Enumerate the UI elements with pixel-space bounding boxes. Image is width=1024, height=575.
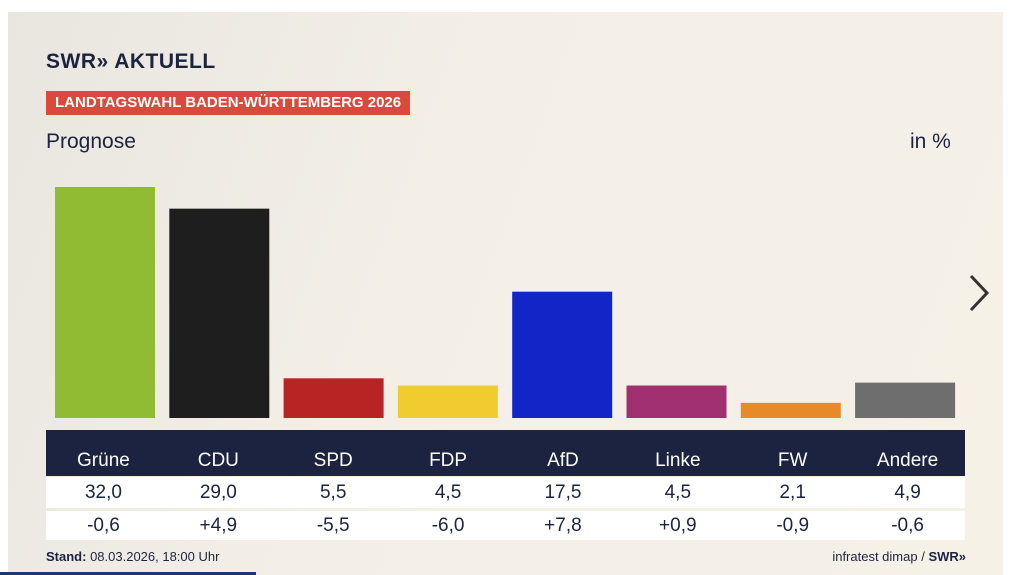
change-label: +4,9 <box>199 515 238 536</box>
change-label: -0,9 <box>776 515 810 536</box>
party-label: FW <box>777 450 808 471</box>
value-label: 4,9 <box>894 482 921 503</box>
chevron-right-icon[interactable] <box>963 270 993 316</box>
progress-line <box>0 572 256 575</box>
change-label: +0,9 <box>659 515 697 536</box>
bar-spd <box>283 378 384 418</box>
stand-value: 08.03.2026, 18:00 Uhr <box>86 549 220 564</box>
value-label: 29,0 <box>199 482 237 503</box>
party-label: Grüne <box>77 450 130 471</box>
unit-label: in % <box>910 130 951 153</box>
party-label: FDP <box>429 450 468 471</box>
change-label: -0,6 <box>891 515 924 536</box>
bar-grüne <box>55 187 155 418</box>
party-row: Grüne CDU SPD FDP AfD Linke FW Andere <box>46 430 965 476</box>
change-label: -6,0 <box>431 515 465 536</box>
source-credit: infratest dimap / SWR» <box>832 549 966 564</box>
stand-timestamp: Stand: 08.03.2026, 18:00 Uhr <box>46 549 219 564</box>
bar-fw <box>740 402 841 418</box>
bar-fdp <box>397 385 498 418</box>
chart-subtitle: Prognose <box>46 130 136 153</box>
party-label: CDU <box>197 450 239 471</box>
value-label: 32,0 <box>84 482 122 503</box>
result-row: 32,0 29,0 5,5 4,5 17,5 4,5 2,1 4,9 <box>46 477 965 508</box>
change-label: -5,5 <box>316 515 350 536</box>
party-label: Linke <box>655 450 701 471</box>
source-text: infratest dimap / <box>832 549 929 564</box>
change-label: +7,8 <box>544 515 582 536</box>
results-table: Grüne CDU SPD FDP AfD Linke FW Andere 32,0 29,0 5… <box>46 430 965 540</box>
party-label: SPD <box>313 450 353 471</box>
value-label: 2,1 <box>779 482 806 503</box>
value-label: 4,5 <box>664 482 692 503</box>
value-label: 5,5 <box>319 482 347 503</box>
party-label: Andere <box>876 450 939 471</box>
swr-aktuell-logo: SWR» AKTUELL <box>46 50 216 73</box>
value-label: 4,5 <box>434 482 462 503</box>
swr-brand: SWR» <box>928 549 966 564</box>
bar-cdu <box>169 208 270 418</box>
bar-afd <box>512 291 613 418</box>
election-banner: LANDTAGSWAHL BADEN-WÜRTTEMBERG 2026 <box>46 91 411 115</box>
stand-label: Stand: <box>46 549 87 564</box>
bar-linke <box>626 385 727 418</box>
party-label: AfD <box>547 450 579 471</box>
change-label: -0,6 <box>87 515 120 536</box>
change-row: -0,6 +4,9 -5,5 -6,0 +7,8 +0,9 -0,9 -0,6 <box>46 511 965 540</box>
value-label: 17,5 <box>544 482 582 503</box>
bar-andere <box>855 382 956 418</box>
